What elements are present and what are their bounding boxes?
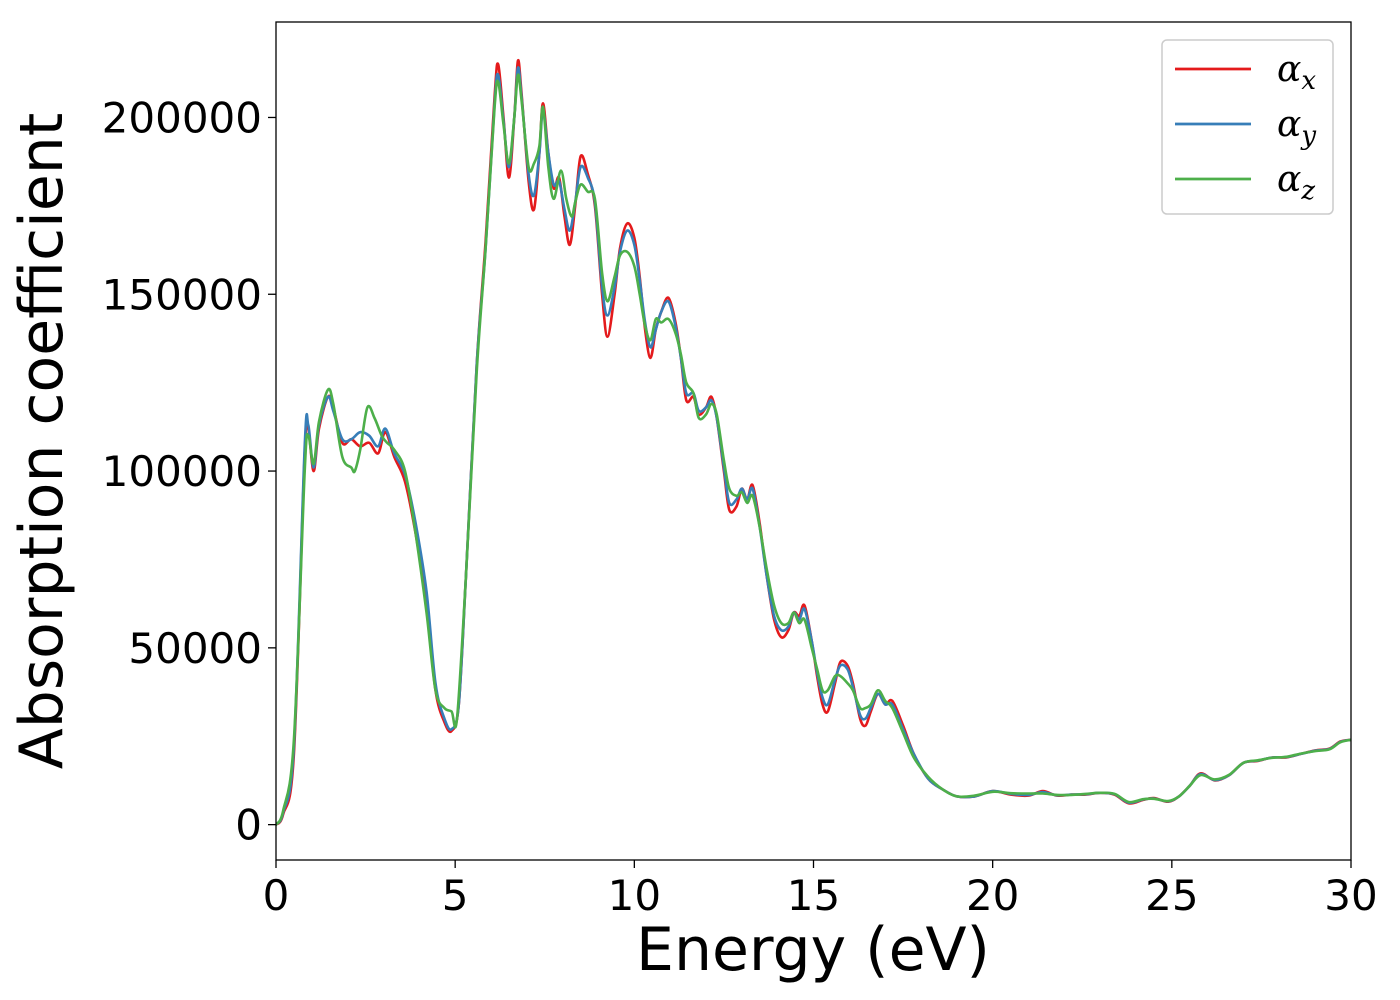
x-tick-label: 10 xyxy=(608,871,661,920)
x-tick-label: 15 xyxy=(787,871,840,920)
series-layer xyxy=(276,58,1351,826)
legend-frame xyxy=(1161,39,1334,215)
legend-label-z: αz xyxy=(1277,159,1315,206)
y-tick-label: 0 xyxy=(235,801,262,850)
x-axis: 0 5 10 15 20 25 30 xyxy=(263,860,1378,920)
x-tick-label: 5 xyxy=(442,871,469,920)
legend-label-x: αx xyxy=(1277,49,1316,96)
y-axis: 0 50000 100000 150000 200000 xyxy=(102,93,276,850)
x-tick-label: 30 xyxy=(1324,871,1377,920)
y-tick-label: 150000 xyxy=(102,270,262,319)
legend: αx αy αz xyxy=(1161,39,1334,215)
series-line-z xyxy=(276,73,1351,826)
x-tick-label: 0 xyxy=(263,871,290,920)
x-tick-label: 20 xyxy=(966,871,1019,920)
x-tick-label: 25 xyxy=(1145,871,1198,920)
legend-label-y: αy xyxy=(1277,104,1316,151)
y-tick-label: 50000 xyxy=(128,624,262,673)
x-axis-title: Energy (eV) xyxy=(636,915,990,985)
y-tick-label: 200000 xyxy=(102,93,262,142)
y-tick-label: 100000 xyxy=(102,447,262,496)
y-axis-title: Absorption coefficient xyxy=(7,113,77,770)
